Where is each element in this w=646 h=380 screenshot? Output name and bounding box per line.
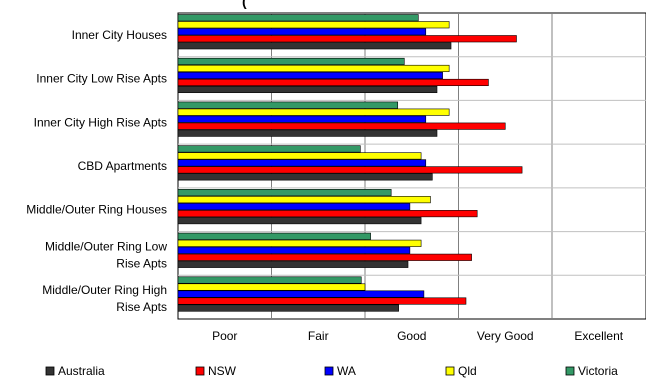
x-tick-label: Excellent bbox=[574, 329, 623, 343]
bar-australia-3 bbox=[177, 173, 433, 181]
bar-australia-6 bbox=[177, 304, 399, 312]
bar-wa-0 bbox=[177, 28, 427, 36]
bar-australia-5 bbox=[177, 260, 409, 268]
legend: Australia NSW WA Qld Victoria bbox=[45, 364, 618, 378]
category-label: Middle/Outer Ring Low Rise Apts bbox=[45, 239, 167, 270]
bar-wa-4 bbox=[177, 203, 411, 211]
bar-australia-2 bbox=[177, 129, 438, 137]
bar-qld-0 bbox=[177, 21, 450, 29]
bar-nsw-0 bbox=[177, 35, 517, 43]
bar-victoria-4 bbox=[177, 189, 392, 197]
x-tick-label: Poor bbox=[212, 329, 237, 343]
category-labels: Inner City Houses Inner City Low Rise Apt… bbox=[26, 28, 167, 314]
bar-wa-5 bbox=[177, 246, 411, 254]
bar-wa-3 bbox=[177, 159, 427, 167]
legend-label-wa: WA bbox=[337, 364, 356, 378]
legend-label-qld: Qld bbox=[458, 364, 477, 378]
bar-victoria-0 bbox=[177, 14, 419, 22]
bar-wa-1 bbox=[177, 71, 443, 80]
bar-qld-5 bbox=[177, 239, 422, 247]
bar-qld-6 bbox=[177, 283, 366, 291]
x-tick-label: Very Good bbox=[477, 329, 534, 343]
legend-swatch-wa bbox=[324, 366, 334, 376]
legend-swatch-qld bbox=[445, 366, 455, 376]
category-label: Inner City Low Rise Apts bbox=[36, 72, 167, 86]
legend-label-australia: Australia bbox=[58, 364, 105, 378]
bar-victoria-3 bbox=[177, 145, 361, 153]
bar-victoria-1 bbox=[177, 57, 405, 66]
bar-nsw-5 bbox=[177, 253, 472, 261]
legend-label-nsw: NSW bbox=[208, 364, 237, 378]
legend-swatch-australia bbox=[45, 366, 55, 376]
bar-qld-4 bbox=[177, 196, 431, 204]
bar-australia-0 bbox=[177, 42, 452, 50]
chart-title: ( bbox=[242, 0, 247, 9]
x-tick-label: Good bbox=[397, 329, 426, 343]
bar-victoria-6 bbox=[177, 276, 362, 284]
bar-australia-4 bbox=[177, 217, 422, 225]
bar-victoria-5 bbox=[177, 232, 371, 240]
bar-nsw-3 bbox=[177, 166, 523, 174]
legend-swatch-victoria bbox=[565, 366, 575, 376]
bar-qld-2 bbox=[177, 108, 450, 116]
legend-swatch-nsw bbox=[195, 366, 205, 376]
bar-qld-1 bbox=[177, 64, 450, 73]
category-label: Middle/Outer Ring Houses bbox=[26, 203, 167, 217]
bar-wa-2 bbox=[177, 115, 427, 123]
category-label: CBD Apartments bbox=[78, 159, 167, 173]
bar-wa-6 bbox=[177, 290, 425, 298]
legend-label-victoria: Victoria bbox=[578, 364, 618, 378]
bar-victoria-2 bbox=[177, 101, 399, 109]
bar-nsw-2 bbox=[177, 122, 506, 130]
bar-qld-3 bbox=[177, 152, 422, 160]
bar-nsw-6 bbox=[177, 297, 467, 305]
bar-nsw-4 bbox=[177, 210, 478, 218]
bar-nsw-1 bbox=[177, 78, 489, 87]
bar-australia-1 bbox=[177, 85, 438, 94]
x-tick-label: Fair bbox=[308, 329, 329, 343]
x-tick-labels: Poor Fair Good Very Good Excellent bbox=[212, 329, 624, 343]
category-label: Inner City High Rise Apts bbox=[34, 115, 167, 129]
category-label: Middle/Outer Ring High Rise Apts bbox=[42, 283, 167, 314]
plot-area bbox=[177, 12, 646, 320]
category-label: Inner City Houses bbox=[72, 28, 167, 42]
